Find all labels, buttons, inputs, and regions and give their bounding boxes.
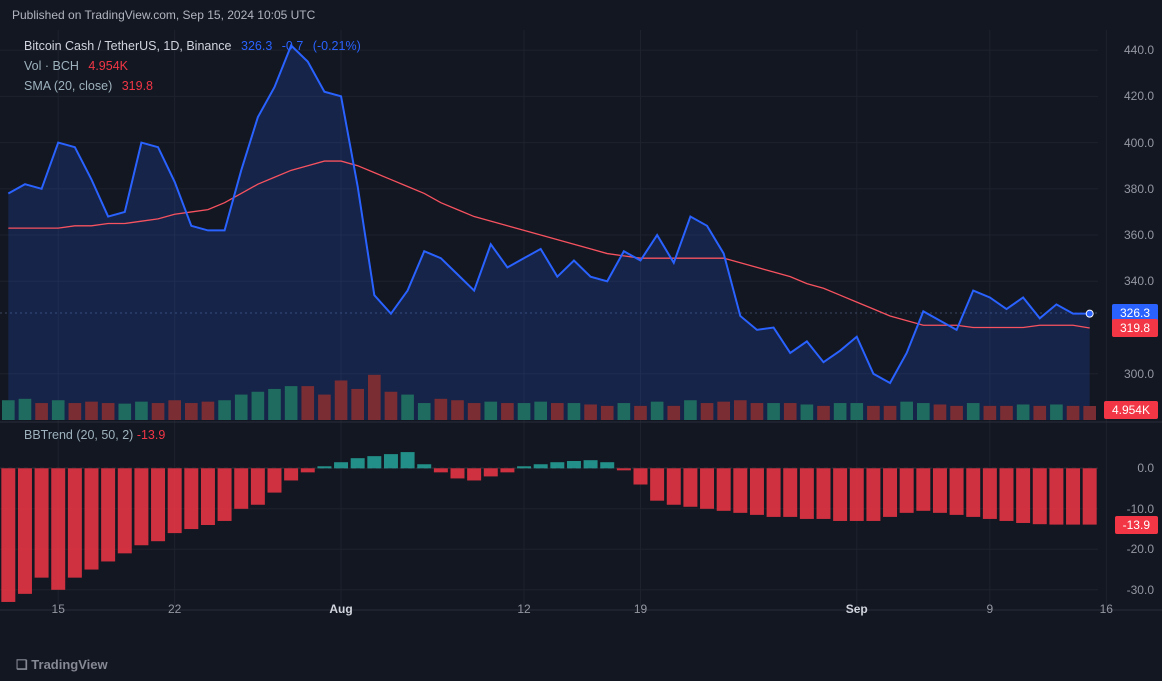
y-tick: 420.0 xyxy=(1124,89,1154,103)
brand-icon: ❏ xyxy=(16,657,31,672)
x-tick: Aug xyxy=(329,602,352,616)
x-tick: 19 xyxy=(634,602,647,616)
symbol-name[interactable]: Bitcoin Cash / TetherUS, 1D, Binance xyxy=(24,39,232,53)
y-tick: 0.0 xyxy=(1137,461,1154,475)
y-tick: 340.0 xyxy=(1124,274,1154,288)
x-tick: 12 xyxy=(517,602,530,616)
price-tag: 4.954K xyxy=(1104,401,1158,419)
y-tick: 380.0 xyxy=(1124,182,1154,196)
price-tag: -13.9 xyxy=(1115,516,1158,534)
vol-label: Vol · BCH xyxy=(24,59,79,73)
vol-value: 4.954K xyxy=(88,59,128,73)
y-axis-right: 440.0420.0400.0380.0360.0340.0300.0326.3… xyxy=(1098,30,1162,650)
x-tick: 22 xyxy=(168,602,181,616)
main-legend: Bitcoin Cash / TetherUS, 1D, Binance 326… xyxy=(24,36,367,96)
chart-container: Bitcoin Cash / TetherUS, 1D, Binance 326… xyxy=(0,30,1162,650)
y-tick: 300.0 xyxy=(1124,367,1154,381)
price-tag: 319.8 xyxy=(1112,319,1158,337)
bbtrend-legend: BBTrend (20, 50, 2) -13.9 xyxy=(24,428,165,442)
publish-header: Published on TradingView.com, Sep 15, 20… xyxy=(0,0,1162,30)
y-tick: -10.0 xyxy=(1127,502,1154,516)
x-axis: 1522Aug1219Sep916 xyxy=(0,602,1098,622)
sma-label: SMA (20, close) xyxy=(24,79,112,93)
bbtrend-label: BBTrend (20, 50, 2) xyxy=(24,428,133,442)
brand-footer: ❏ TradingView xyxy=(16,657,108,673)
publish-text: Published on TradingView.com, Sep 15, 20… xyxy=(12,8,315,22)
change-pct: (-0.21%) xyxy=(313,39,361,53)
y-tick: 440.0 xyxy=(1124,43,1154,57)
y-tick: -20.0 xyxy=(1127,542,1154,556)
x-tick: 16 xyxy=(1100,602,1113,616)
brand-text: TradingView xyxy=(31,657,107,672)
sma-value: 319.8 xyxy=(122,79,153,93)
y-tick: 400.0 xyxy=(1124,136,1154,150)
last-price: 326.3 xyxy=(241,39,272,53)
chart-svg xyxy=(0,30,1162,650)
x-tick: Sep xyxy=(846,602,868,616)
x-tick: 9 xyxy=(987,602,994,616)
bbtrend-value: -13.9 xyxy=(137,428,166,442)
y-tick: 360.0 xyxy=(1124,228,1154,242)
y-tick: -30.0 xyxy=(1127,583,1154,597)
change-abs: -0.7 xyxy=(282,39,304,53)
x-tick: 15 xyxy=(52,602,65,616)
